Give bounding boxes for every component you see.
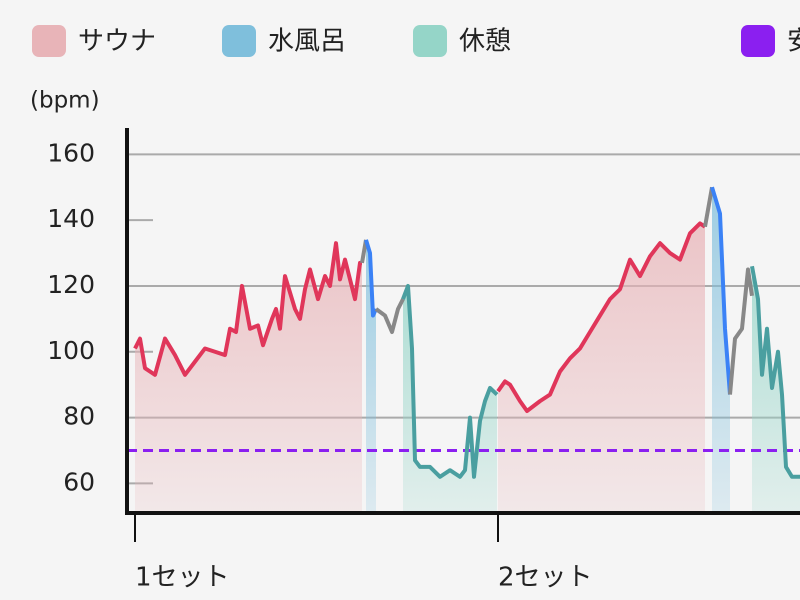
heart-rate-line <box>703 186 714 228</box>
legend-label: 安 <box>787 27 800 57</box>
legend-label: 休憩 <box>459 27 511 57</box>
phase-area <box>135 243 362 513</box>
phase-area <box>366 239 376 513</box>
heart-rate-line <box>401 283 499 479</box>
heart-rate-line <box>750 265 800 479</box>
heart-rate-line <box>374 298 405 335</box>
phase-area <box>403 285 497 513</box>
phase-area <box>712 187 730 513</box>
y-tick-label: 80 <box>63 402 95 431</box>
legend-swatch <box>32 25 66 57</box>
y-tick-label: 120 <box>47 270 95 299</box>
x-tick-label: 2セット <box>498 563 593 593</box>
legend-swatch <box>222 25 256 57</box>
heart-rate-line <box>710 186 732 395</box>
x-tick-label: 1セット <box>135 563 230 593</box>
y-tick-label: 160 <box>47 138 95 167</box>
phase-area <box>498 223 705 513</box>
y-axis-label: (bpm) <box>30 88 100 114</box>
legend-swatch <box>413 25 447 57</box>
legend-label: サウナ <box>78 27 156 57</box>
heart-rate-line <box>496 221 707 413</box>
y-tick-label: 60 <box>63 467 95 496</box>
y-tick-label: 100 <box>47 336 95 365</box>
phase-area <box>752 266 800 513</box>
legend-label: 水風呂 <box>268 27 346 57</box>
legend-swatch <box>741 25 775 57</box>
heart-rate-line <box>133 241 362 377</box>
heart-rate-line <box>364 239 378 318</box>
heart-rate-line <box>728 267 754 395</box>
y-tick-label: 140 <box>47 204 95 233</box>
